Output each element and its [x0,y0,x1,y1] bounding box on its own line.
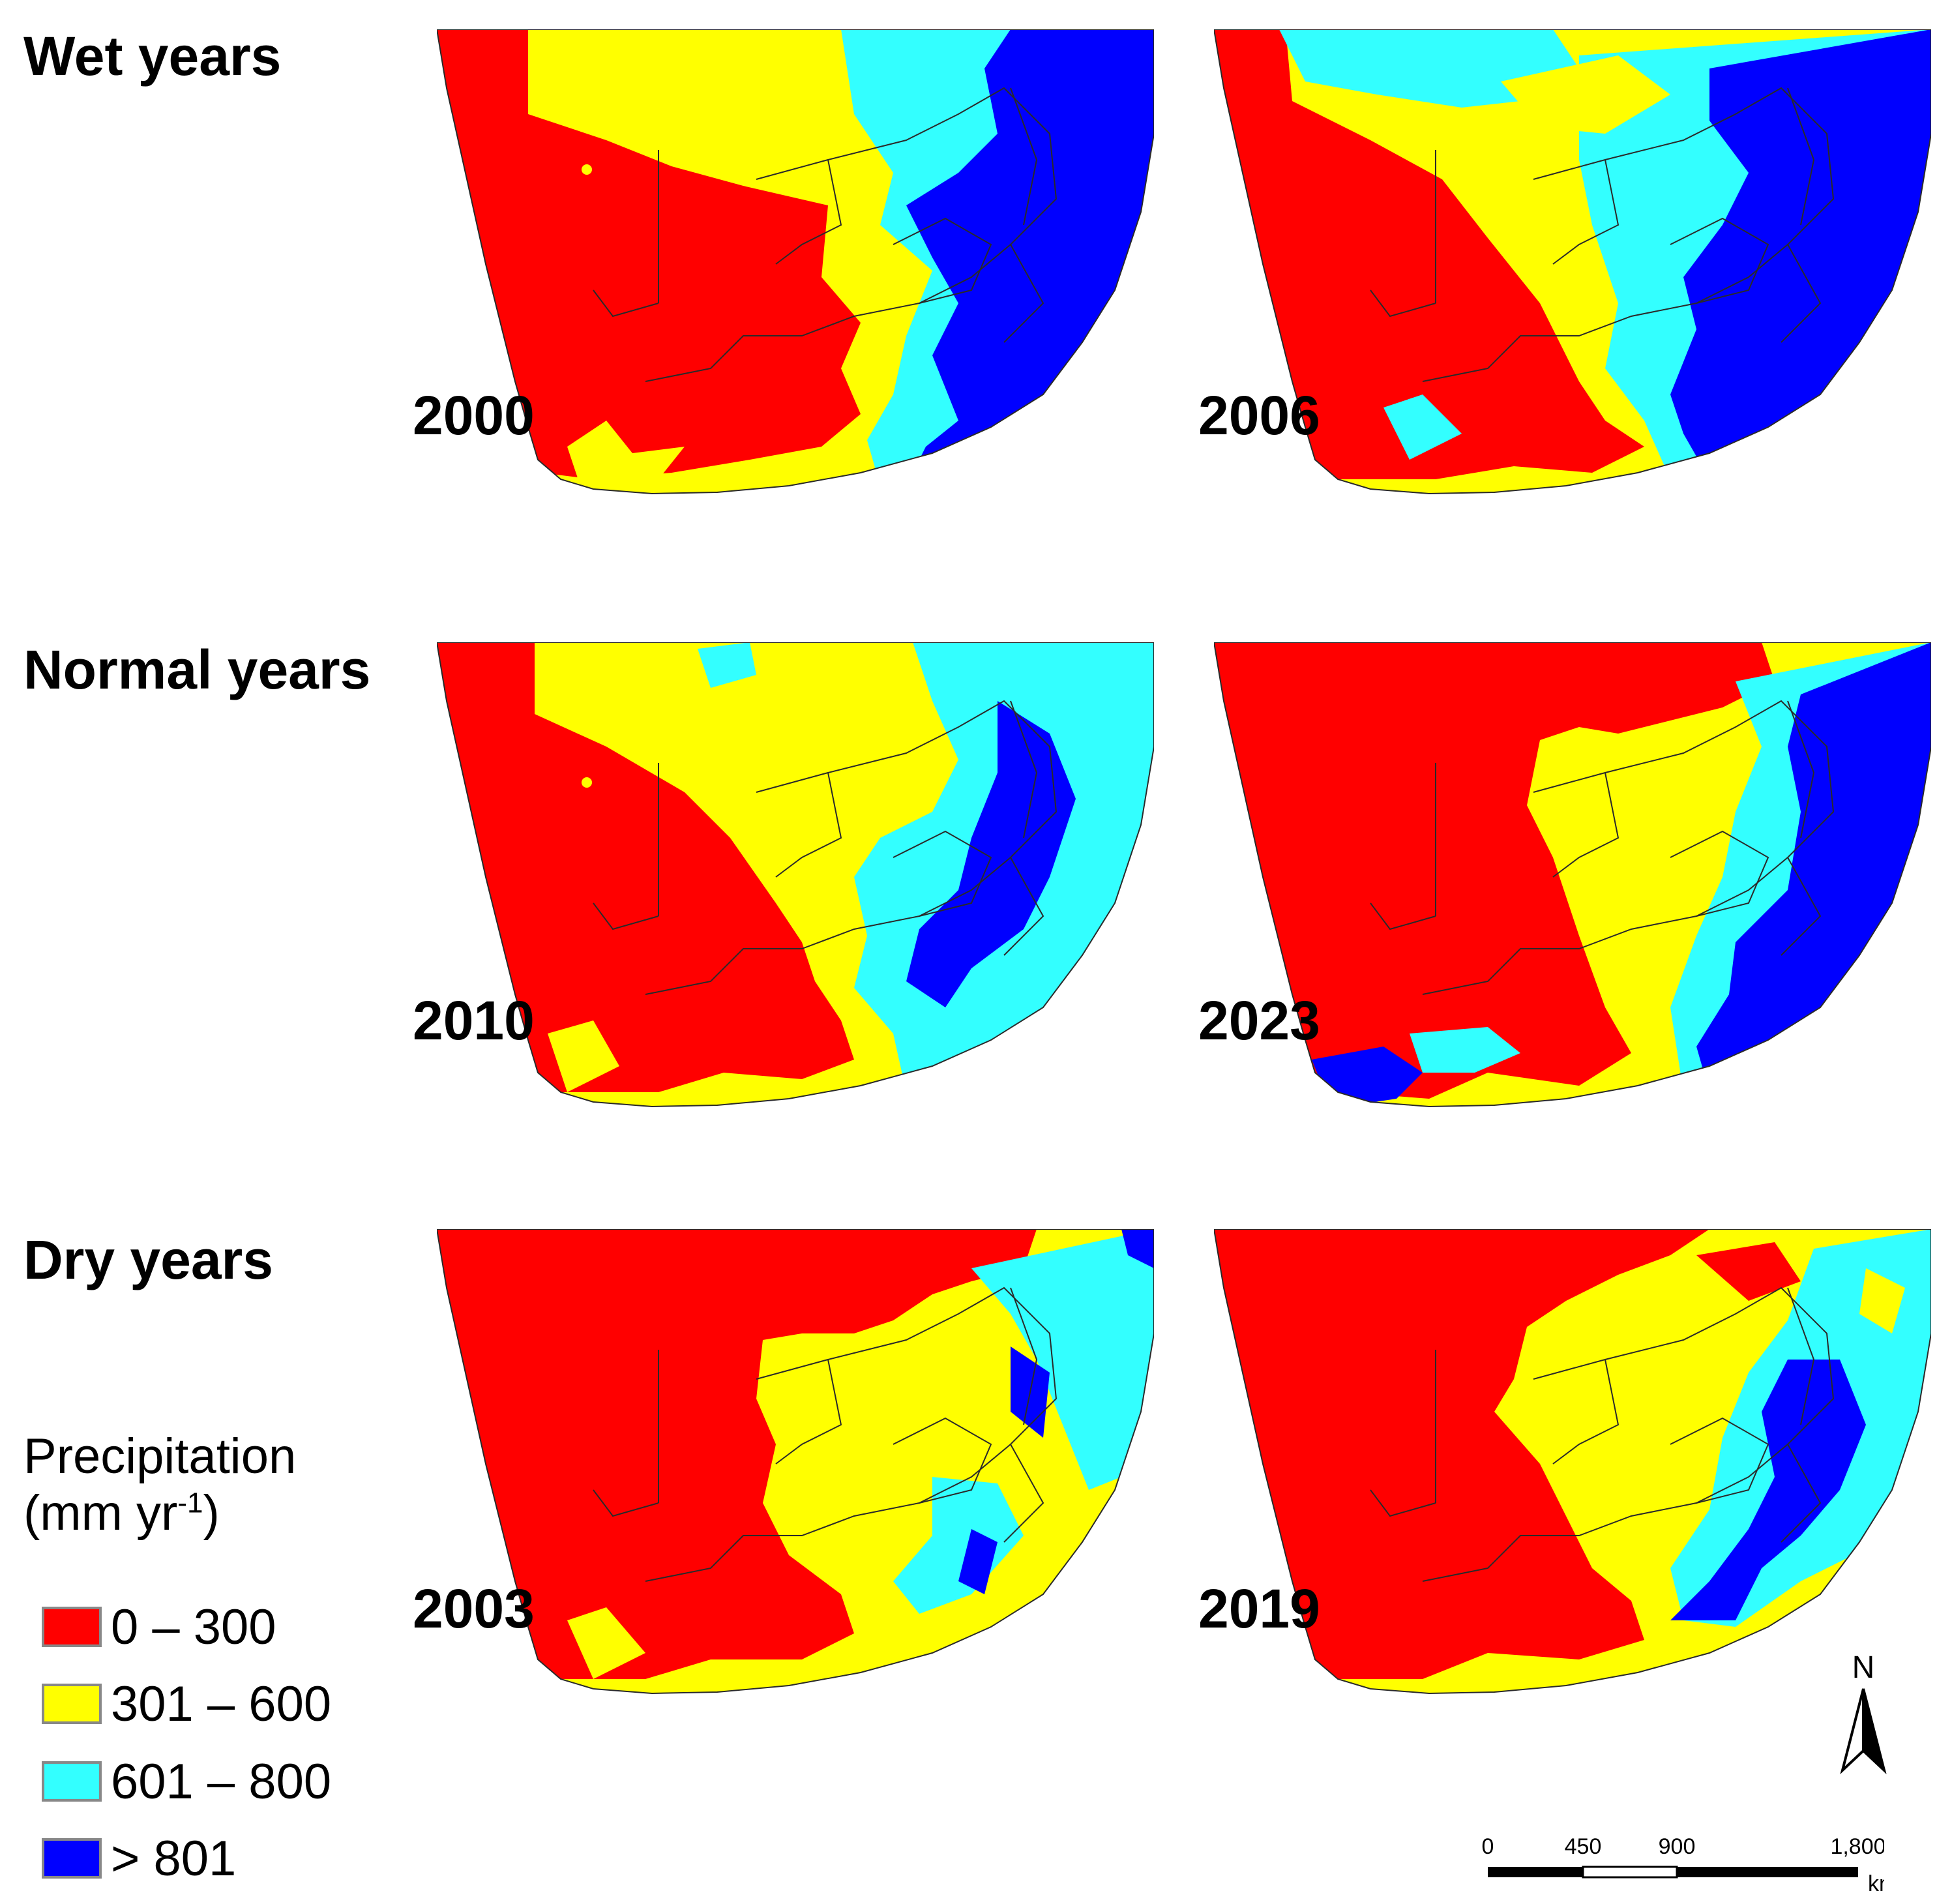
legend-label: 301 – 600 [111,1676,332,1732]
year-label-2010: 2010 [413,990,535,1051]
year-label-2006: 2006 [1198,385,1320,446]
scale-tick-450: 450 [1565,1834,1602,1859]
legend-swatch-red [42,1607,102,1647]
legend-label: 0 – 300 [111,1599,276,1655]
legend-label: > 801 [111,1830,237,1886]
scale-segment-1 [1488,1867,1583,1877]
map-2010 [437,642,1154,1125]
legend-title-line2: (mm yr-1) [23,1485,220,1541]
north-arrow-right-icon [1862,1688,1887,1775]
scale-segment-3 [1677,1867,1858,1877]
map-2023 [1214,642,1931,1125]
year-label-2003: 2003 [413,1578,535,1639]
year-label-2023: 2023 [1198,990,1320,1051]
legend-label: 601 – 800 [111,1753,332,1809]
legend-swatch-blue [42,1838,102,1879]
scale-tick-1800: 1,800 [1830,1834,1884,1859]
row-label-wet: Wet years [23,25,282,87]
map-2003 [437,1229,1154,1712]
north-arrow-left-icon [1840,1688,1865,1775]
legend-item-over-801: > 801 [42,1831,236,1886]
legend-swatch-cyan [42,1761,102,1802]
scale-tick-0: 0 [1482,1834,1494,1859]
row-label-dry: Dry years [23,1229,273,1290]
legend-item-301-600: 301 – 600 [42,1676,331,1732]
north-arrow: N [1831,1646,1896,1777]
year-label-2000: 2000 [413,385,535,446]
scale-segment-2 [1582,1866,1678,1879]
scale-bar: 0 450 900 1,800 km [1480,1829,1898,1896]
scale-unit: km [1868,1871,1884,1894]
legend-title: Precipitation (mm yr-1) [23,1428,296,1542]
map-2019 [1214,1229,1931,1712]
legend-swatch-yellow [42,1684,102,1724]
map-2000 [437,29,1154,512]
scale-tick-900: 900 [1659,1834,1696,1859]
legend-item-601-800: 601 – 800 [42,1754,331,1809]
year-label-2019: 2019 [1198,1578,1320,1639]
row-label-normal: Normal years [23,639,371,700]
legend-title-line1: Precipitation [23,1429,297,1484]
legend-item-0-300: 0 – 300 [42,1599,276,1655]
map-2006 [1214,29,1931,512]
north-label: N [1852,1650,1875,1685]
